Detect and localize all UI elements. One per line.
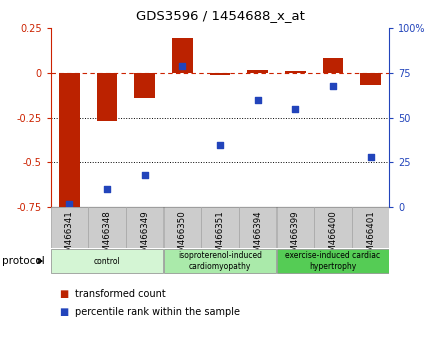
Text: percentile rank within the sample: percentile rank within the sample: [75, 307, 240, 316]
Bar: [209, 73, 231, 75]
Point: [292, 106, 299, 112]
Text: GSM466348: GSM466348: [103, 210, 112, 263]
Bar: [134, 73, 155, 98]
Bar: [164, 249, 276, 273]
Text: GSM466400: GSM466400: [328, 210, 337, 263]
Bar: [164, 207, 201, 248]
Bar: [352, 207, 389, 248]
Bar: [88, 207, 126, 248]
Text: transformed count: transformed count: [75, 289, 165, 299]
Text: GSM466350: GSM466350: [178, 210, 187, 263]
Bar: [97, 73, 117, 121]
Text: ■: ■: [59, 289, 69, 299]
Point: [330, 83, 337, 88]
Text: GSM466351: GSM466351: [216, 210, 224, 263]
Bar: [277, 207, 314, 248]
Text: GSM466401: GSM466401: [366, 210, 375, 263]
Point: [141, 172, 148, 178]
Bar: [59, 73, 80, 209]
Text: GSM466394: GSM466394: [253, 210, 262, 263]
Text: protocol: protocol: [2, 256, 45, 266]
Point: [66, 201, 73, 207]
Bar: [277, 249, 389, 273]
Bar: [202, 207, 238, 248]
Point: [103, 187, 110, 192]
Bar: [314, 207, 352, 248]
Bar: [51, 207, 88, 248]
Bar: [323, 58, 343, 73]
Bar: [247, 70, 268, 73]
Point: [179, 63, 186, 69]
Bar: [172, 38, 193, 73]
Bar: [239, 207, 276, 248]
Bar: [126, 207, 163, 248]
Text: GDS3596 / 1454688_x_at: GDS3596 / 1454688_x_at: [136, 9, 304, 22]
Text: GSM466399: GSM466399: [291, 210, 300, 263]
Bar: [360, 73, 381, 85]
Text: GSM466349: GSM466349: [140, 210, 149, 263]
Point: [254, 97, 261, 103]
Text: ■: ■: [59, 307, 69, 316]
Text: isoproterenol-induced
cardiomyopathy: isoproterenol-induced cardiomyopathy: [178, 251, 262, 271]
Text: control: control: [94, 257, 121, 266]
Bar: [51, 249, 163, 273]
Text: exercise-induced cardiac
hypertrophy: exercise-induced cardiac hypertrophy: [286, 251, 381, 271]
Bar: [285, 71, 306, 73]
Point: [367, 154, 374, 160]
Text: GSM466341: GSM466341: [65, 210, 74, 263]
Point: [216, 142, 224, 147]
